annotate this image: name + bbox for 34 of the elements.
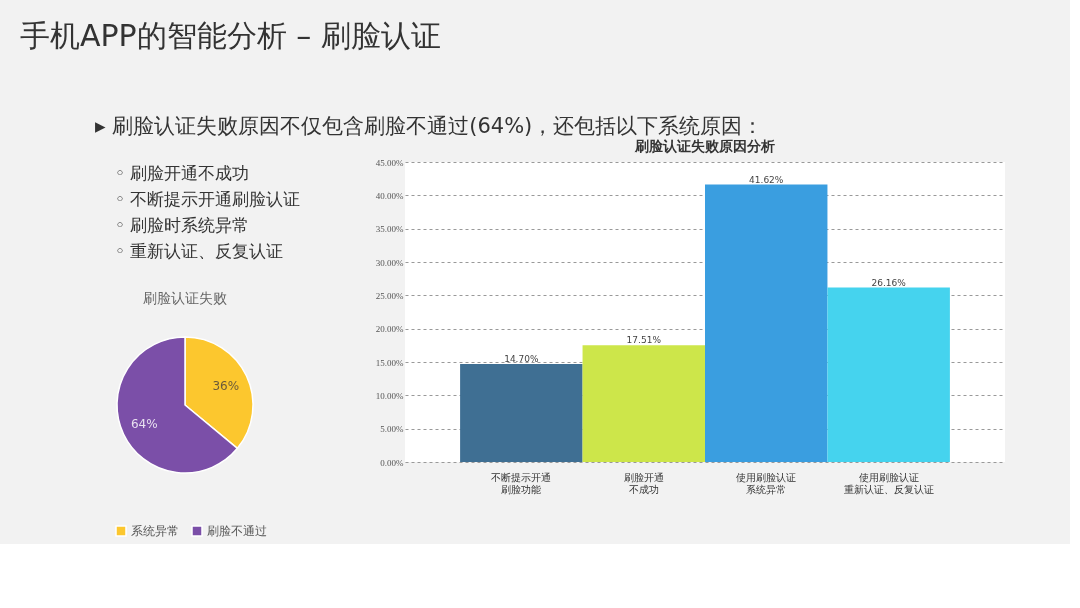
y-tick-label: 0.00% — [380, 457, 404, 468]
y-tick-label: 20.00% — [375, 324, 404, 335]
bar — [460, 364, 583, 462]
chart-title: 刷脸认证失败 — [143, 290, 227, 306]
text: ◦ 重新认证、反复认证 — [115, 241, 284, 261]
text: ◦ 刷脸开通不成功 — [115, 163, 250, 183]
y-tick-label: 5.00% — [380, 424, 404, 435]
data-label: 14.70% — [504, 354, 539, 364]
bar — [827, 287, 950, 462]
data-label: 36% — [212, 378, 240, 393]
chart-title: 刷脸认证失败原因分析 — [634, 139, 775, 154]
data-label: 26.16% — [871, 277, 907, 288]
text: 手机APP的智能分析 – 刷脸认证 — [20, 18, 441, 53]
text: ◦ 不断提示开通刷脸认证 — [115, 189, 301, 209]
text: ◦ 刷脸时系统异常 — [115, 215, 250, 235]
text: ▸ 刷脸认证失败原因不仅包含刷脸不通过(64%)，还包括以下系统原因： — [95, 114, 764, 138]
legend-label: 系统异常 — [131, 524, 179, 538]
legend-label: 刷脸不通过 — [207, 524, 267, 538]
x-tick-label: 不断提示开通刷脸功能 — [491, 471, 552, 495]
y-tick-label: 30.00% — [375, 257, 404, 268]
y-tick-label: 35.00% — [375, 224, 404, 235]
data-label: 64% — [130, 417, 158, 432]
bar — [705, 184, 828, 462]
x-tick-label: 使用刷脸认证系统异常 — [736, 471, 797, 495]
y-tick-label: 15.00% — [375, 357, 404, 368]
data-label: 17.51% — [626, 335, 662, 346]
x-tick-label: 使用刷脸认证重新认证、反复认证 — [843, 471, 934, 495]
y-tick-label: 45.00% — [375, 157, 404, 168]
y-tick-label: 10.00% — [375, 390, 404, 401]
y-tick-label: 40.00% — [375, 190, 404, 201]
bar — [582, 345, 705, 462]
y-tick-label: 25.00% — [375, 290, 404, 301]
data-label: 41.62% — [749, 174, 784, 185]
x-tick-label: 刷脸开通不成功 — [623, 471, 664, 495]
